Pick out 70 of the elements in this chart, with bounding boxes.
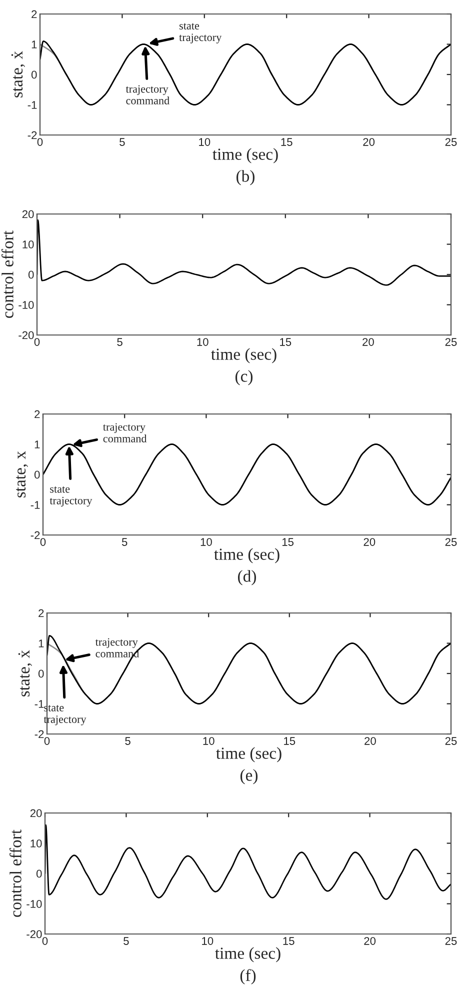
x-tick-label: 20 — [362, 338, 374, 346]
y-tick-label: -10 — [26, 900, 42, 908]
y-axis-title: state, ẋ — [11, 51, 25, 98]
x-tick-label: 25 — [445, 138, 457, 146]
x-tick-label: 20 — [364, 937, 376, 945]
x-tick-label: 5 — [125, 737, 130, 745]
x-axis-title: time (sec) — [211, 348, 276, 364]
y-tick-label: -10 — [18, 301, 34, 309]
y-tick-label: 20 — [30, 809, 42, 818]
y-tick-label: 0 — [38, 670, 44, 678]
y-tick-label: -1 — [28, 101, 37, 109]
y-tick-label: 0 — [34, 470, 40, 479]
x-axis-title: time (sec) — [212, 148, 278, 164]
x-tick-label: 5 — [120, 138, 125, 146]
x-tick-label: 10 — [199, 138, 210, 146]
x-tick-label: 20 — [364, 737, 376, 745]
y-tick-label: -1 — [34, 700, 44, 708]
x-tick-label: 15 — [282, 538, 294, 546]
x-tick-label: 10 — [197, 338, 208, 346]
y-tick-label: 2 — [34, 410, 40, 418]
x-tick-label: 25 — [445, 937, 457, 945]
x-tick-label: 15 — [280, 338, 292, 346]
x-axis-title: time (sec) — [215, 947, 280, 962]
text: (c) — [235, 370, 253, 386]
y-tick-label: 0 — [36, 870, 42, 878]
x-tick-label: 5 — [122, 538, 128, 546]
y-tick-label: 0 — [31, 70, 37, 79]
x-tick-label: 5 — [117, 338, 122, 346]
y-tick-label: -2 — [28, 131, 37, 140]
text: (e) — [240, 769, 258, 784]
x-tick-label: 15 — [283, 937, 294, 945]
y-tick-label: 1 — [38, 640, 44, 648]
x-tick-label: 5 — [124, 937, 129, 945]
y-tick-label: -2 — [30, 531, 40, 540]
y-tick-label: -1 — [30, 501, 40, 509]
annotation: state trajectory — [179, 23, 222, 44]
y-tick-label: -20 — [18, 331, 34, 340]
y-tick-label: 2 — [38, 609, 44, 618]
y-tick-label: 0 — [28, 270, 34, 279]
text: (d) — [238, 570, 256, 586]
y-axis-title: state, ẋ — [18, 650, 32, 696]
x-tick-label: 25 — [445, 737, 457, 745]
y-tick-label: 10 — [30, 840, 42, 848]
x-tick-label: 20 — [364, 538, 376, 546]
x-tick-label: 25 — [445, 338, 457, 346]
annotation: trajectory command — [126, 85, 170, 104]
y-axis-title: control effort — [1, 230, 14, 318]
y-tick-label: 1 — [32, 40, 37, 48]
x-tick-label: 20 — [363, 138, 375, 146]
x-axis-title: time (sec) — [216, 747, 282, 762]
annotation: trajectory command — [103, 423, 147, 442]
y-tick-label: 2 — [32, 10, 37, 18]
y-tick-label: 20 — [22, 210, 34, 218]
x-tick-label: 0 — [44, 737, 50, 745]
y-tick-label: -20 — [26, 930, 42, 938]
x-tick-label: 10 — [202, 937, 214, 945]
x-tick-label: 10 — [200, 538, 212, 546]
x-tick-label: 10 — [203, 737, 214, 745]
x-tick-label: 15 — [281, 138, 292, 146]
text: (b) — [236, 170, 254, 186]
x-tick-label: 25 — [445, 538, 457, 546]
y-axis-title: control effort — [9, 830, 22, 917]
y-axis-title: state, x — [16, 451, 28, 498]
y-tick-label: 1 — [34, 440, 40, 448]
x-axis-title: time (sec) — [214, 548, 280, 564]
text: (f) — [240, 969, 256, 984]
y-tick-label: 10 — [22, 240, 34, 248]
x-tick-label: 15 — [284, 737, 296, 745]
annotation: state trajectory — [50, 486, 92, 507]
y-tick-label: -2 — [34, 730, 44, 738]
